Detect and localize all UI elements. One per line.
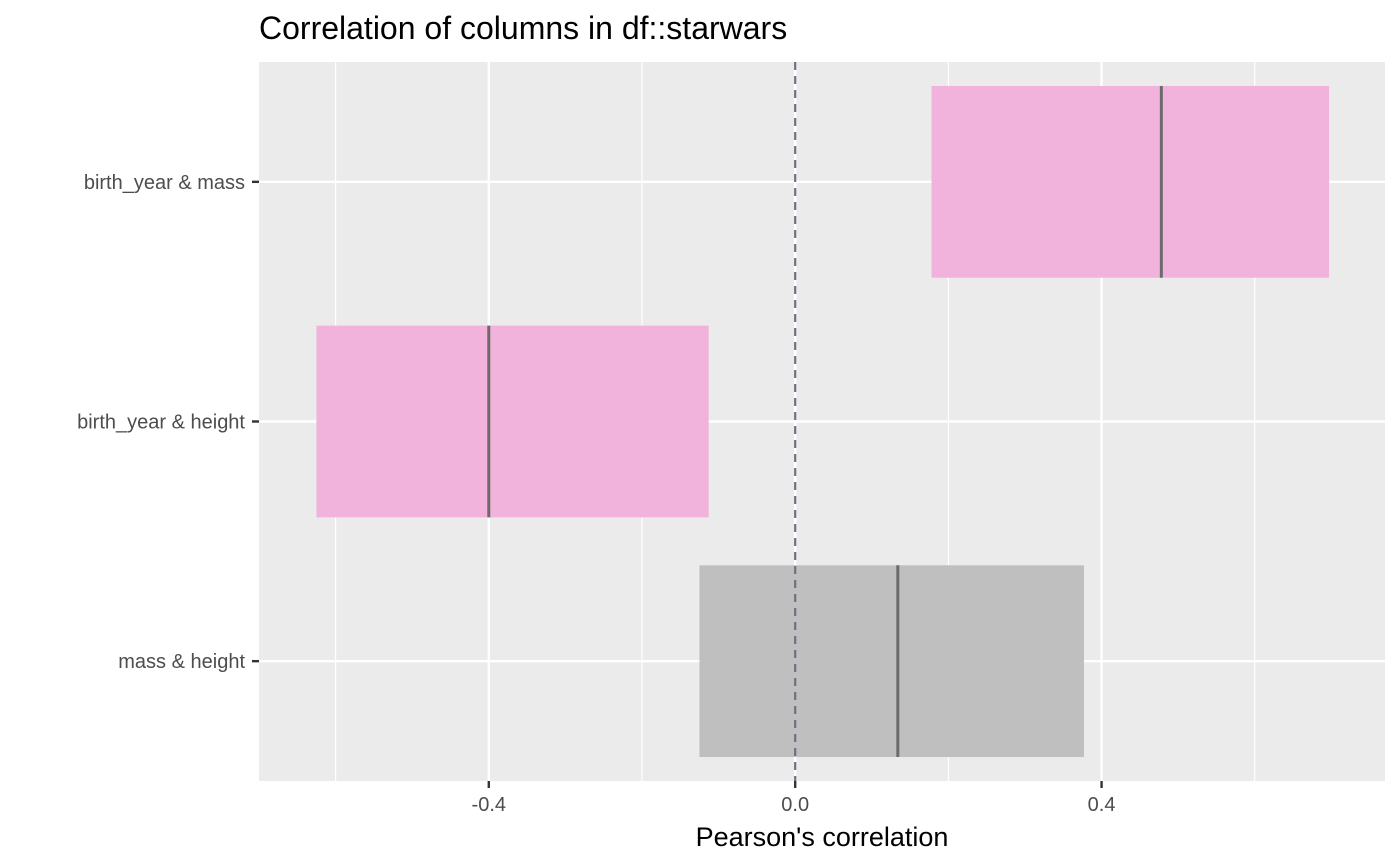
ci-bar (316, 325, 709, 518)
x-axis-label: Pearson's correlation (696, 822, 949, 852)
y-tick-label: birth_year & mass (84, 172, 245, 194)
axes: birth_year & mass birth_year & height mass… (77, 172, 1115, 816)
ci-bar (931, 85, 1330, 278)
x-tick-label: 0.4 (1088, 794, 1116, 816)
y-tick-label: birth_year & height (77, 412, 245, 434)
x-tick-label: -0.4 (472, 794, 506, 816)
x-tick-label: 0.0 (781, 794, 809, 816)
y-tick-label: mass & height (118, 651, 245, 673)
ci-bar (699, 565, 1084, 758)
bars (316, 62, 1330, 781)
chart-title: Correlation of columns in df::starwars (259, 10, 787, 46)
